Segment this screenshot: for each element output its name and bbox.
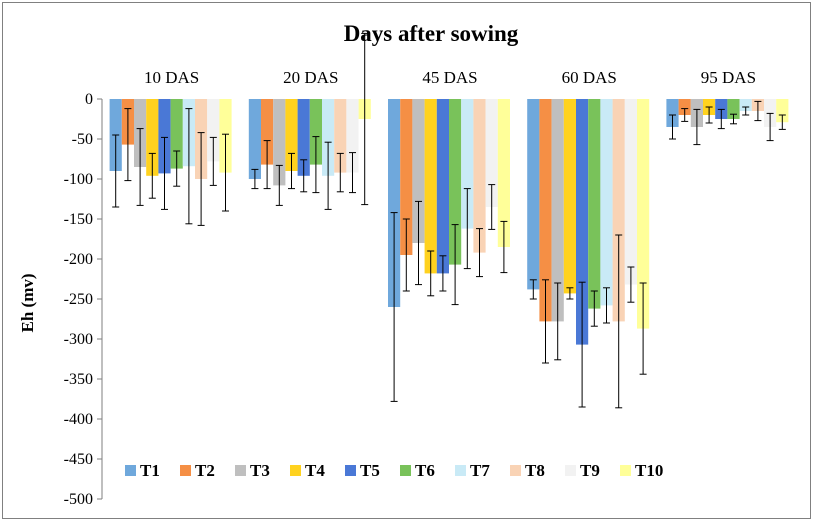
- bar-t1: [388, 99, 401, 307]
- bar-t3: [551, 99, 564, 322]
- bar-t3: [412, 99, 425, 243]
- bar-t10: [637, 99, 650, 329]
- bar-t1: [248, 99, 261, 179]
- bar-t8: [612, 99, 625, 322]
- chart-title: Days after sowing: [344, 21, 519, 46]
- error-bars: [112, 32, 786, 409]
- y-tick-label: -500: [64, 491, 93, 508]
- category-label: 60 DAS: [562, 68, 617, 87]
- legend-swatch-t5: [345, 465, 356, 476]
- bar-t8: [473, 99, 486, 253]
- legend-swatch-t1: [125, 465, 136, 476]
- legend-label: T10: [635, 461, 663, 480]
- legend-label: T4: [305, 461, 325, 480]
- bar-t8: [334, 99, 347, 173]
- bar-t9: [485, 99, 498, 207]
- bar-t7: [461, 99, 474, 229]
- legend-label: T3: [250, 461, 270, 480]
- bar-t2: [678, 99, 691, 115]
- bar-t6: [309, 99, 322, 165]
- bar-t7: [600, 99, 613, 306]
- legend-swatch-t9: [565, 465, 576, 476]
- legend-label: T9: [580, 461, 600, 480]
- legend-swatch-t6: [400, 465, 411, 476]
- legend-swatch-t3: [235, 465, 246, 476]
- legend-swatch-t8: [510, 465, 521, 476]
- bar-t4: [563, 99, 576, 294]
- bar-t5: [158, 99, 171, 174]
- bar-t2: [400, 99, 413, 255]
- bar-t1: [527, 99, 540, 290]
- legend-label: T2: [195, 461, 215, 480]
- legend-label: T6: [415, 461, 435, 480]
- bar-t9: [346, 99, 359, 173]
- y-axis: 0 -50 -100 -150 -200 -250 -300 -350 -400 -450 -500: [64, 91, 103, 508]
- y-tick-label: -400: [64, 411, 93, 428]
- bars: [109, 99, 789, 345]
- y-tick-label: -200: [64, 251, 93, 268]
- category-label: 95 DAS: [701, 68, 756, 87]
- y-tick-label: -50: [72, 131, 93, 148]
- bar-t7: [739, 99, 752, 111]
- y-axis-label: Eh (mv): [18, 273, 37, 332]
- category-label: 20 DAS: [283, 68, 338, 87]
- y-tick-label: -350: [64, 371, 93, 388]
- legend-swatch-t10: [620, 465, 631, 476]
- bar-t10: [497, 99, 510, 247]
- bar-t7: [322, 99, 335, 176]
- bar-t4: [146, 99, 159, 176]
- legend-swatch-t7: [455, 465, 466, 476]
- legend-label: T1: [140, 461, 160, 480]
- bar-t5: [436, 99, 449, 274]
- legend-label: T7: [470, 461, 490, 480]
- category-label: 45 DAS: [422, 68, 477, 87]
- y-tick-label: -300: [64, 331, 93, 348]
- bar-t5: [576, 99, 589, 345]
- bar-t9: [207, 99, 220, 162]
- y-tick-label: -250: [64, 291, 93, 308]
- legend-label: T8: [525, 461, 545, 480]
- bar-t6: [588, 99, 601, 309]
- bar-t4: [424, 99, 437, 274]
- category-label: 10 DAS: [144, 68, 199, 87]
- bar-t5: [297, 99, 310, 176]
- legend-swatch-t2: [180, 465, 191, 476]
- bar-t6: [449, 99, 462, 265]
- bar-t1: [666, 99, 679, 127]
- legend-swatch-t4: [290, 465, 301, 476]
- y-tick-label: -450: [64, 451, 93, 468]
- category-labels: 10 DAS 20 DAS 45 DAS 60 DAS 95 DAS: [144, 68, 756, 87]
- bar-chart: Days after sowing Eh (mv) 0 -50 -100 -150 -2…: [18, 21, 789, 508]
- bar-t2: [261, 99, 274, 165]
- y-tick-label: 0: [85, 91, 93, 108]
- legend-label: T5: [360, 461, 380, 480]
- y-tick-label: -150: [64, 211, 93, 228]
- bar-t2: [539, 99, 552, 322]
- legend: T1 T2 T3 T4 T5 T6 T7 T8 T9 T10: [125, 461, 663, 480]
- bar-t9: [624, 99, 637, 285]
- chart-frame: Days after sowing Eh (mv) 0 -50 -100 -150 -2…: [2, 2, 811, 519]
- y-tick-label: -100: [64, 171, 93, 188]
- bar-t10: [776, 99, 789, 123]
- bar-t3: [273, 99, 286, 186]
